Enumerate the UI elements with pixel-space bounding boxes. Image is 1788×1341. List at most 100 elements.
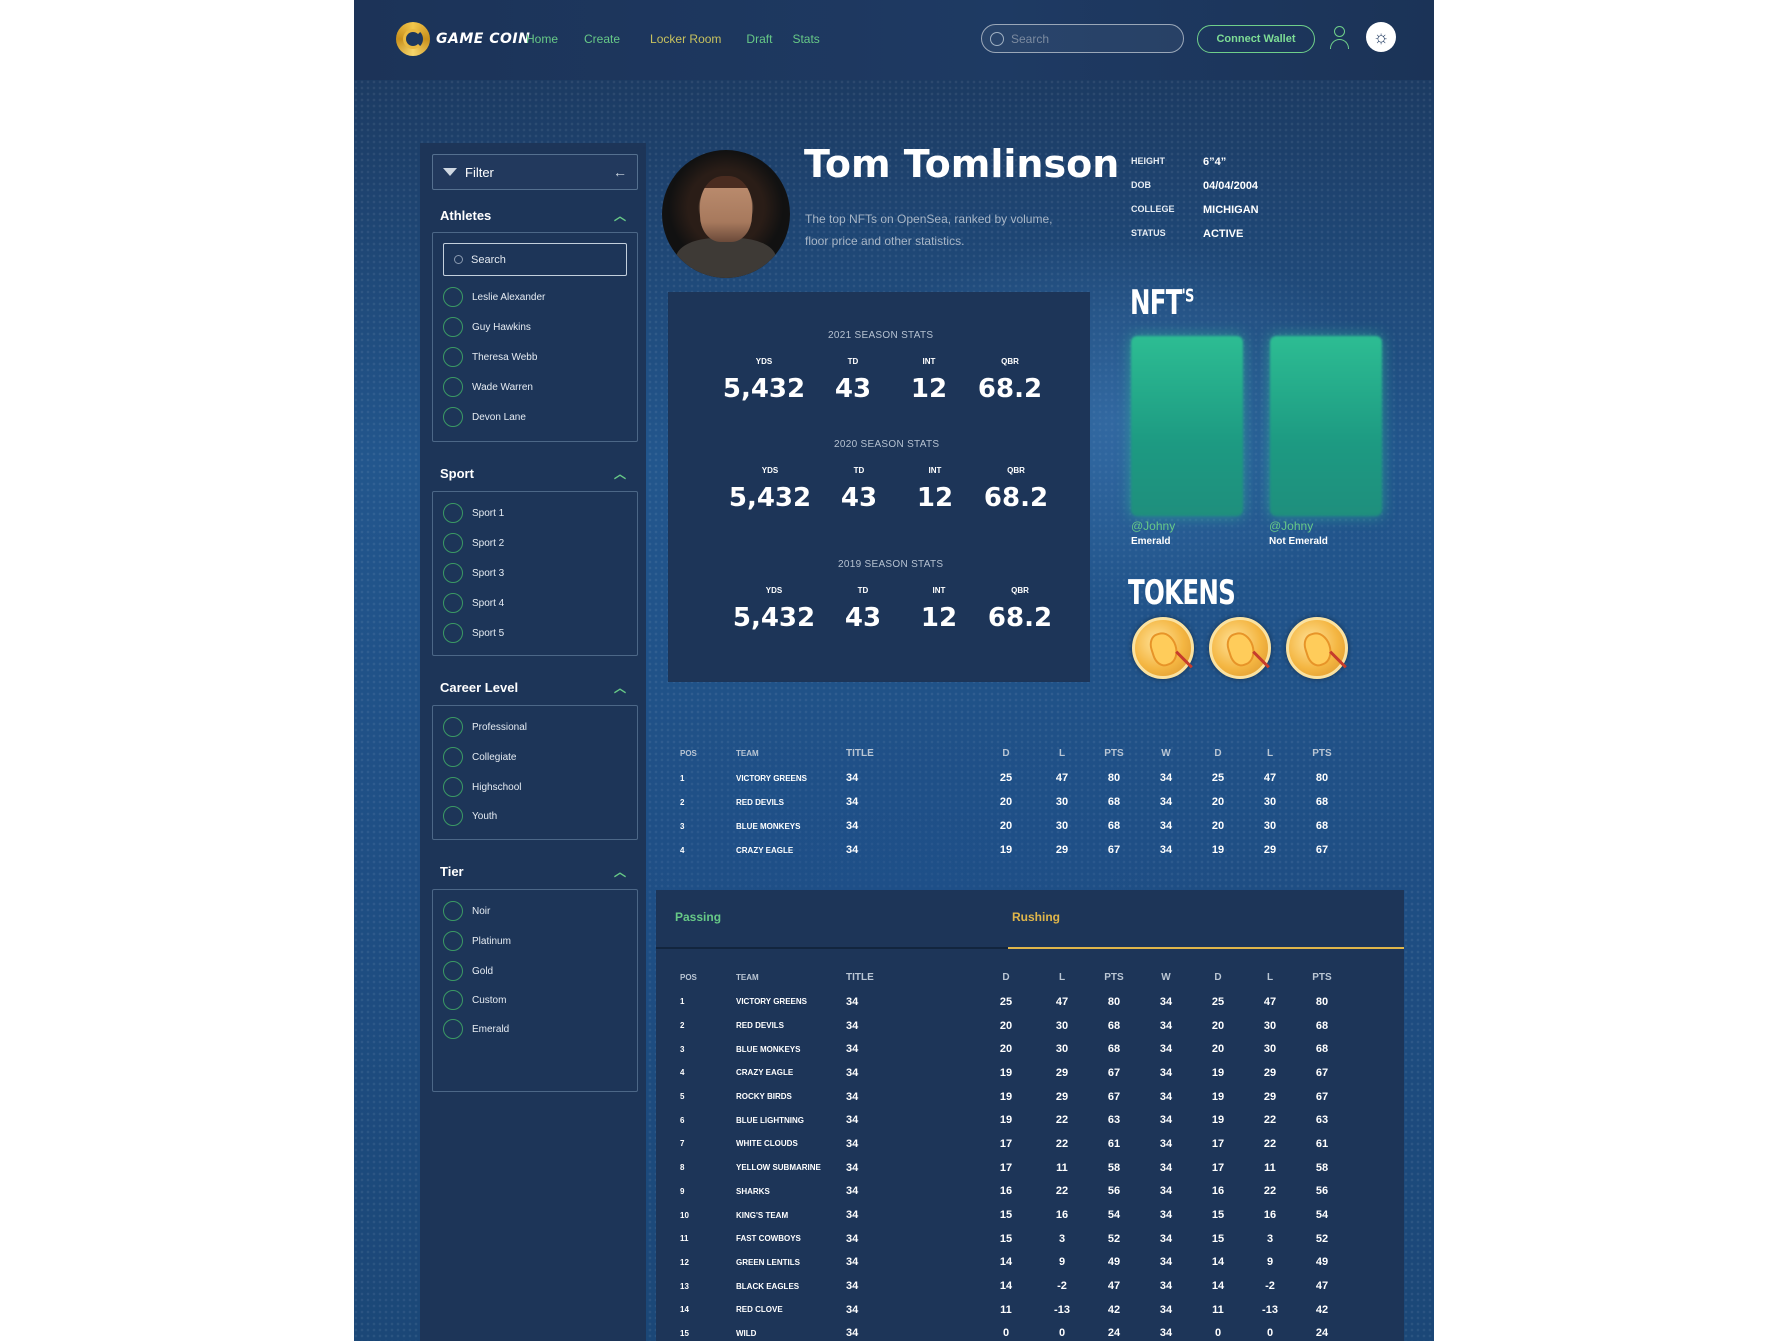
table-row[interactable]: 7 WHITE CLOUDS 34 17 22 61 34 17 22 61	[680, 1132, 1348, 1156]
header-search[interactable]	[981, 24, 1184, 53]
sport-header[interactable]: Sport ︿	[440, 465, 626, 482]
table-row[interactable]: 14 RED CLOVE 34 11 -13 42 34 11 -13 42	[680, 1298, 1348, 1322]
checkbox-item[interactable]: Wade Warren	[443, 377, 533, 397]
user-icon[interactable]	[1329, 26, 1351, 50]
checkbox-item[interactable]: Leslie Alexander	[443, 287, 545, 307]
checkbox-item[interactable]: Sport 1	[443, 503, 504, 523]
checkbox-item[interactable]: Guy Hawkins	[443, 317, 531, 337]
checkbox-item[interactable]: Highschool	[443, 777, 521, 797]
radio-circle[interactable]	[443, 777, 463, 797]
table-row[interactable]: 11 FAST COWBOYS 34 15 3 52 34 15 3 52	[680, 1227, 1348, 1251]
column-header[interactable]: D	[1214, 747, 1222, 759]
table-row[interactable]: 8 YELLOW SUBMARINE 34 17 11 58 34 17 11 58	[680, 1156, 1348, 1180]
checkbox-item[interactable]: Professional	[443, 717, 527, 737]
radio-circle[interactable]	[443, 287, 463, 307]
radio-circle[interactable]	[443, 317, 463, 337]
checkbox-item[interactable]: Youth	[443, 806, 497, 826]
chevron-up-icon[interactable]: ︿	[613, 467, 626, 481]
table-row[interactable]: 4 CRAZY EAGLE 34 19 29 67 34 19 29 67	[680, 1061, 1348, 1085]
athlete-search-input[interactable]	[471, 253, 611, 266]
table-row[interactable]: 13 BLACK EAGLES 34 14 -2 47 34 14 -2 47	[680, 1274, 1348, 1298]
radio-circle[interactable]	[443, 1019, 463, 1039]
radio-circle[interactable]	[443, 503, 463, 523]
column-header[interactable]: TEAM	[736, 972, 759, 982]
checkbox-item[interactable]: Theresa Webb	[443, 347, 537, 367]
radio-circle[interactable]	[443, 806, 463, 826]
radio-circle[interactable]	[443, 593, 463, 613]
column-header[interactable]: PTS	[1104, 971, 1124, 983]
table-row[interactable]: 4 CRAZY EAGLE 34 19 29 67 34 19 29 67	[680, 838, 1348, 862]
radio-circle[interactable]	[443, 901, 463, 921]
nft-card[interactable]	[1270, 336, 1382, 516]
checkbox-item[interactable]: Devon Lane	[443, 407, 526, 427]
column-header[interactable]: D	[1214, 971, 1222, 983]
checkbox-item[interactable]: Gold	[443, 961, 493, 981]
nav-stats[interactable]: Stats	[792, 32, 820, 46]
token-coin-icon[interactable]	[1132, 617, 1194, 679]
column-header[interactable]: D	[1002, 747, 1010, 759]
radio-circle[interactable]	[443, 990, 463, 1010]
column-header[interactable]: POS	[680, 748, 697, 758]
column-header[interactable]: PTS	[1312, 747, 1332, 759]
checkbox-item[interactable]: Sport 2	[443, 533, 504, 553]
checkbox-item[interactable]: Sport 3	[443, 563, 504, 583]
checkbox-item[interactable]: Platinum	[443, 931, 511, 951]
athlete-search[interactable]	[443, 243, 627, 276]
radio-circle[interactable]	[443, 931, 463, 951]
column-header[interactable]: L	[1266, 747, 1274, 759]
nft-card[interactable]	[1131, 336, 1243, 516]
radio-circle[interactable]	[443, 623, 463, 643]
tab-rushing[interactable]: Rushing	[1012, 910, 1060, 924]
table-row[interactable]: 3 BLUE MONKEYS 34 20 30 68 34 20 30 68	[680, 814, 1348, 838]
checkbox-item[interactable]: Sport 4	[443, 593, 504, 613]
nav-locker-room[interactable]: Locker Room	[650, 32, 722, 46]
column-header[interactable]: W	[1161, 747, 1171, 759]
column-header[interactable]: TITLE	[846, 971, 874, 983]
column-header[interactable]: L	[1058, 747, 1066, 759]
radio-circle[interactable]	[443, 533, 463, 553]
column-header[interactable]: TITLE	[846, 747, 874, 759]
column-header[interactable]: L	[1266, 971, 1274, 983]
table-row[interactable]: 2 RED DEVILS 34 20 30 68 34 20 30 68	[680, 790, 1348, 814]
career-level-header[interactable]: Career Level ︿	[440, 679, 626, 696]
token-coin-icon[interactable]	[1286, 617, 1348, 679]
filter-header[interactable]: Filter ←	[432, 154, 638, 190]
logo[interactable]: GAME COIN	[396, 22, 530, 56]
radio-circle[interactable]	[443, 407, 463, 427]
table-row[interactable]: 1 VICTORY GREENS 34 25 47 80 34 25 47 80	[680, 990, 1348, 1014]
connect-wallet-button[interactable]: Connect Wallet	[1197, 25, 1315, 53]
column-header[interactable]: L	[1058, 971, 1066, 983]
table-row[interactable]: 2 RED DEVILS 34 20 30 68 34 20 30 68	[680, 1014, 1348, 1038]
radio-circle[interactable]	[443, 961, 463, 981]
column-header[interactable]: W	[1161, 971, 1171, 983]
checkbox-item[interactable]: Collegiate	[443, 747, 516, 767]
table-row[interactable]: 10 KING'S TEAM 34 15 16 54 34 15 16 54	[680, 1203, 1348, 1227]
chevron-up-icon[interactable]: ︿	[613, 681, 626, 695]
tier-header[interactable]: Tier ︿	[440, 863, 626, 880]
nft-handle[interactable]: @Johny	[1131, 519, 1176, 533]
radio-circle[interactable]	[443, 347, 463, 367]
radio-circle[interactable]	[443, 747, 463, 767]
athletes-header[interactable]: Athletes ︿	[440, 207, 626, 224]
table-row[interactable]: 12 GREEN LENTILS 34 14 9 49 34 14 9 49	[680, 1251, 1348, 1275]
checkbox-item[interactable]: Noir	[443, 901, 490, 921]
nft-handle[interactable]: @Johny	[1269, 519, 1314, 533]
search-input[interactable]	[1011, 31, 1171, 46]
tab-passing[interactable]: Passing	[675, 910, 722, 924]
table-row[interactable]: 15 WILD 34 0 0 24 34 0 0 24	[680, 1322, 1348, 1341]
chevron-up-icon[interactable]: ︿	[613, 865, 626, 879]
table-row[interactable]: 1 VICTORY GREENS 34 25 47 80 34 25 47 80	[680, 766, 1348, 790]
checkbox-item[interactable]: Sport 5	[443, 623, 504, 643]
token-coin-icon[interactable]	[1209, 617, 1271, 679]
sun-icon[interactable]: ☼	[1366, 22, 1396, 52]
column-header[interactable]: D	[1002, 971, 1010, 983]
nav-create[interactable]: Create	[584, 32, 621, 46]
chevron-up-icon[interactable]: ︿	[613, 209, 626, 223]
column-header[interactable]: PTS	[1312, 971, 1332, 983]
table-row[interactable]: 6 BLUE LIGHTNING 34 19 22 63 34 19 22 63	[680, 1108, 1348, 1132]
nav-draft[interactable]: Draft	[746, 32, 773, 46]
table-row[interactable]: 5 ROCKY BIRDS 34 19 29 67 34 19 29 67	[680, 1085, 1348, 1109]
collapse-arrow-icon[interactable]: ←	[613, 164, 627, 180]
table-row[interactable]: 9 SHARKS 34 16 22 56 34 16 22 56	[680, 1180, 1348, 1204]
column-header[interactable]: POS	[680, 972, 697, 982]
